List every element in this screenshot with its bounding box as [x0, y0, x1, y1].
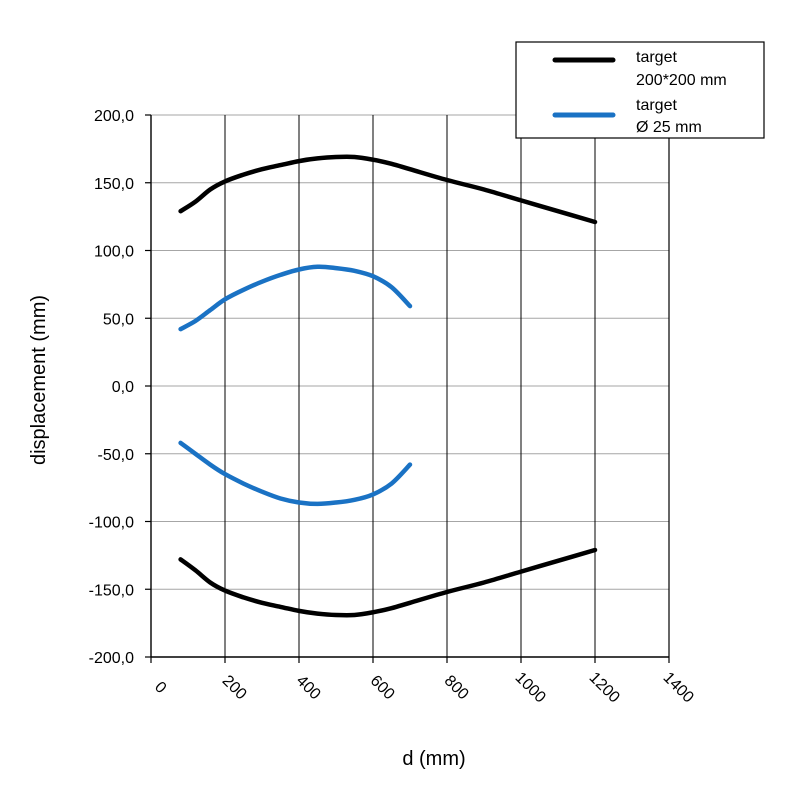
- y-tick-label: 0,0: [112, 379, 134, 396]
- legend-label-2-line1: target: [636, 97, 677, 114]
- legend: target 200*200 mm target Ø 25 mm: [515, 41, 765, 139]
- y-tick-label: 150,0: [94, 176, 134, 193]
- y-tick-label: 200,0: [94, 108, 134, 125]
- series-line-0: [178, 154, 598, 225]
- axes: [145, 114, 670, 663]
- y-tick-label: -100,0: [89, 515, 134, 532]
- y-tick-label: -200,0: [89, 650, 134, 667]
- legend-label-1-line2: 200*200 mm: [636, 72, 727, 89]
- y-tick-labels: 200,0 150,0 100,0 50,0 0,0 -50,0 -100,0 -150,0 -…: [89, 108, 134, 667]
- x-axis-title: d (mm): [402, 748, 465, 770]
- x-tick-label: 1000: [512, 669, 549, 706]
- x-tick-label: 400: [293, 672, 324, 703]
- x-tick-label: 0: [151, 679, 169, 697]
- series-line-2: [178, 264, 413, 332]
- series-line-3: [178, 440, 413, 507]
- y-axis-title: displacement (mm): [28, 295, 50, 465]
- x-tick-labels: 0 200 400 600 800 1000 1200 1400: [151, 669, 697, 706]
- x-tick-label: 600: [367, 672, 398, 703]
- x-tick-label: 800: [441, 672, 472, 703]
- y-tick-label: -150,0: [89, 582, 134, 599]
- x-tick-label: 1200: [586, 669, 623, 706]
- series-line-1: [178, 547, 598, 618]
- legend-label-2-line2: Ø 25 mm: [636, 119, 702, 136]
- series-group: [178, 154, 598, 618]
- y-tick-label: 100,0: [94, 244, 134, 261]
- y-tick-label: -50,0: [98, 447, 135, 464]
- y-tick-label: 50,0: [103, 311, 134, 328]
- legend-label-1-line1: target: [636, 49, 677, 66]
- x-tick-label: 200: [219, 672, 250, 703]
- x-tick-label: 1400: [660, 669, 697, 706]
- grid: [151, 114, 669, 658]
